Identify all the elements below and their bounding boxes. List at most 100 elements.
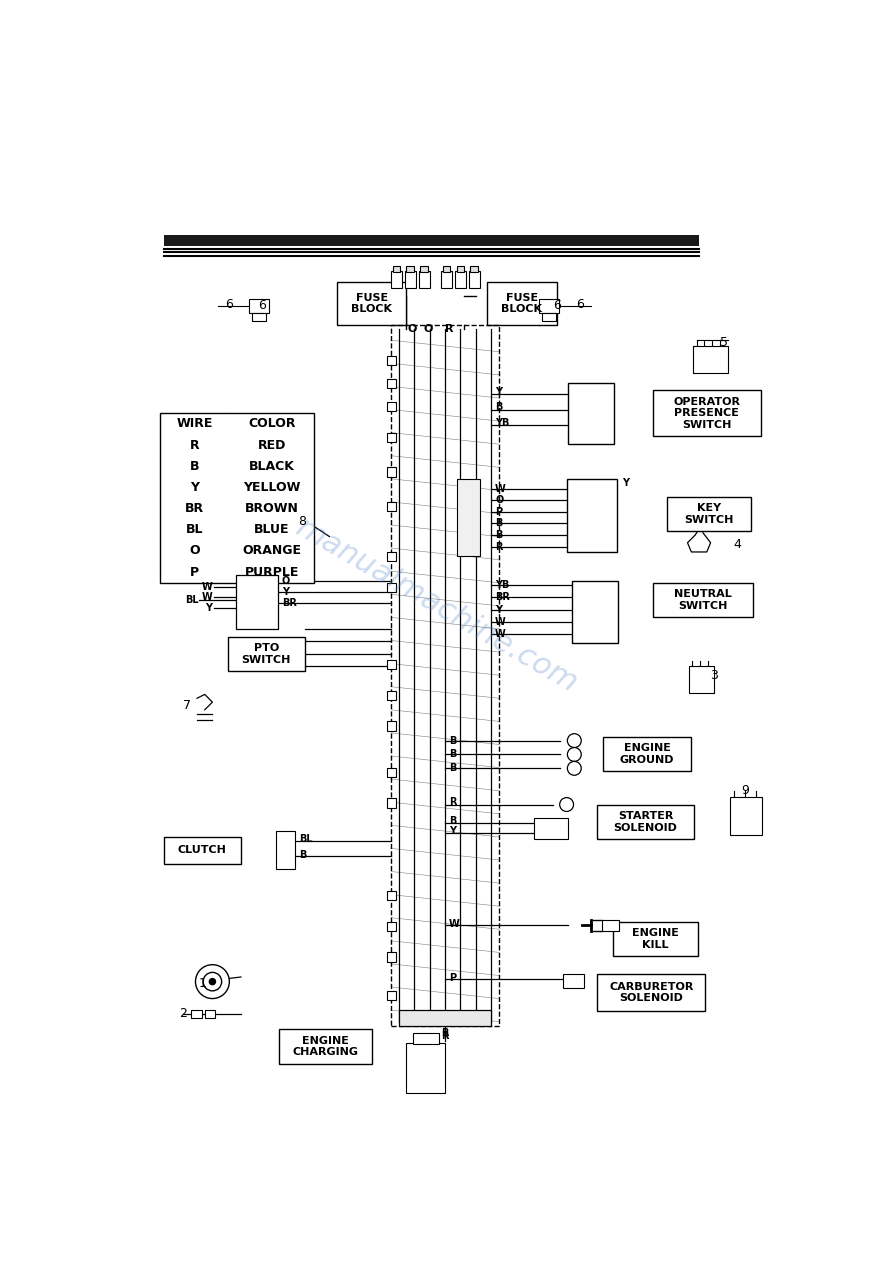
Bar bbox=[419, 270, 430, 288]
Bar bbox=[388, 402, 396, 410]
Bar bbox=[388, 952, 396, 961]
Text: O: O bbox=[495, 495, 504, 505]
Text: BROWN: BROWN bbox=[245, 503, 298, 515]
Text: BL: BL bbox=[185, 595, 198, 605]
Bar bbox=[388, 991, 396, 1000]
Text: B: B bbox=[190, 460, 199, 472]
Bar bbox=[456, 479, 480, 556]
Text: O: O bbox=[423, 323, 433, 333]
Bar bbox=[164, 235, 699, 245]
Bar bbox=[236, 575, 278, 629]
Bar bbox=[228, 637, 305, 672]
Text: B: B bbox=[298, 850, 306, 860]
Text: W: W bbox=[495, 629, 505, 639]
Text: ENGINE
CHARGING: ENGINE CHARGING bbox=[293, 1036, 359, 1057]
Bar bbox=[613, 922, 697, 956]
Bar bbox=[597, 805, 694, 839]
Text: 3: 3 bbox=[711, 668, 718, 682]
Bar bbox=[572, 581, 618, 643]
Text: R: R bbox=[441, 1031, 448, 1041]
Bar bbox=[693, 346, 728, 373]
Text: 6: 6 bbox=[576, 298, 584, 311]
Text: W: W bbox=[495, 484, 505, 494]
Bar bbox=[689, 666, 714, 693]
Text: P: P bbox=[495, 506, 502, 517]
Bar bbox=[405, 270, 416, 288]
Bar bbox=[413, 1033, 438, 1045]
Text: ORANGE: ORANGE bbox=[242, 544, 301, 557]
Bar bbox=[538, 299, 559, 313]
Text: R: R bbox=[190, 438, 199, 452]
Text: Y: Y bbox=[495, 605, 502, 615]
Text: KEY
SWITCH: KEY SWITCH bbox=[684, 503, 734, 524]
Text: W: W bbox=[202, 581, 213, 591]
Text: Y: Y bbox=[190, 481, 199, 494]
Text: Y: Y bbox=[495, 386, 502, 397]
Text: BL: BL bbox=[186, 523, 204, 537]
Text: 6: 6 bbox=[259, 299, 266, 312]
Text: R: R bbox=[495, 542, 503, 552]
Bar bbox=[602, 919, 619, 931]
Text: Y: Y bbox=[622, 477, 629, 488]
Text: BR: BR bbox=[185, 503, 204, 515]
Bar bbox=[455, 270, 466, 288]
Bar bbox=[730, 797, 763, 835]
Text: CARBURETOR
SOLENOID: CARBURETOR SOLENOID bbox=[609, 981, 694, 1003]
Bar bbox=[280, 1029, 371, 1063]
Bar bbox=[164, 837, 241, 864]
Text: PURPLE: PURPLE bbox=[245, 566, 299, 578]
Bar bbox=[388, 890, 396, 901]
Bar bbox=[456, 265, 464, 273]
Bar bbox=[488, 283, 556, 325]
Text: COLOR: COLOR bbox=[248, 418, 296, 431]
Text: W: W bbox=[449, 919, 460, 928]
Text: CLUTCH: CLUTCH bbox=[178, 845, 227, 855]
Text: OPERATOR
PRESENCE
SWITCH: OPERATOR PRESENCE SWITCH bbox=[673, 397, 740, 429]
Bar bbox=[388, 501, 396, 512]
Circle shape bbox=[567, 762, 581, 775]
Text: YB: YB bbox=[495, 418, 509, 428]
Text: PTO
SWITCH: PTO SWITCH bbox=[242, 643, 291, 664]
Text: 4: 4 bbox=[734, 538, 741, 551]
Text: YB: YB bbox=[495, 580, 509, 590]
Text: O: O bbox=[281, 576, 290, 586]
Text: BLACK: BLACK bbox=[249, 460, 295, 472]
Bar bbox=[653, 390, 761, 437]
Circle shape bbox=[204, 973, 221, 991]
Bar bbox=[388, 922, 396, 931]
Text: P: P bbox=[190, 566, 199, 578]
Text: W: W bbox=[202, 592, 213, 602]
Text: B: B bbox=[495, 519, 503, 528]
Text: 6: 6 bbox=[225, 298, 233, 311]
Bar bbox=[653, 582, 753, 618]
Bar bbox=[391, 325, 499, 1026]
Text: R: R bbox=[441, 1028, 448, 1038]
Text: B: B bbox=[495, 530, 503, 541]
Text: STARTER
SOLENOID: STARTER SOLENOID bbox=[613, 811, 678, 832]
Text: FUSE
BLOCK: FUSE BLOCK bbox=[351, 293, 392, 314]
Text: O: O bbox=[189, 544, 200, 557]
Bar bbox=[388, 659, 396, 669]
Bar bbox=[563, 974, 584, 988]
Bar bbox=[388, 552, 396, 561]
Bar bbox=[388, 691, 396, 700]
Text: Y: Y bbox=[205, 604, 213, 613]
Bar bbox=[388, 721, 396, 730]
Text: NEUTRAL
SWITCH: NEUTRAL SWITCH bbox=[674, 590, 731, 611]
Bar bbox=[391, 270, 402, 288]
Bar bbox=[533, 817, 568, 839]
Bar bbox=[441, 270, 452, 288]
Text: B: B bbox=[449, 735, 456, 745]
Bar bbox=[388, 379, 396, 388]
Text: BL: BL bbox=[298, 834, 313, 844]
Bar bbox=[388, 768, 396, 777]
Bar bbox=[406, 1043, 445, 1094]
Bar bbox=[443, 265, 450, 273]
Text: 8: 8 bbox=[298, 514, 306, 528]
Text: O: O bbox=[407, 323, 416, 333]
Bar bbox=[160, 413, 314, 582]
Text: 5: 5 bbox=[720, 336, 728, 349]
Bar bbox=[603, 736, 691, 772]
Bar bbox=[204, 1010, 215, 1018]
Text: 2: 2 bbox=[179, 1008, 188, 1021]
